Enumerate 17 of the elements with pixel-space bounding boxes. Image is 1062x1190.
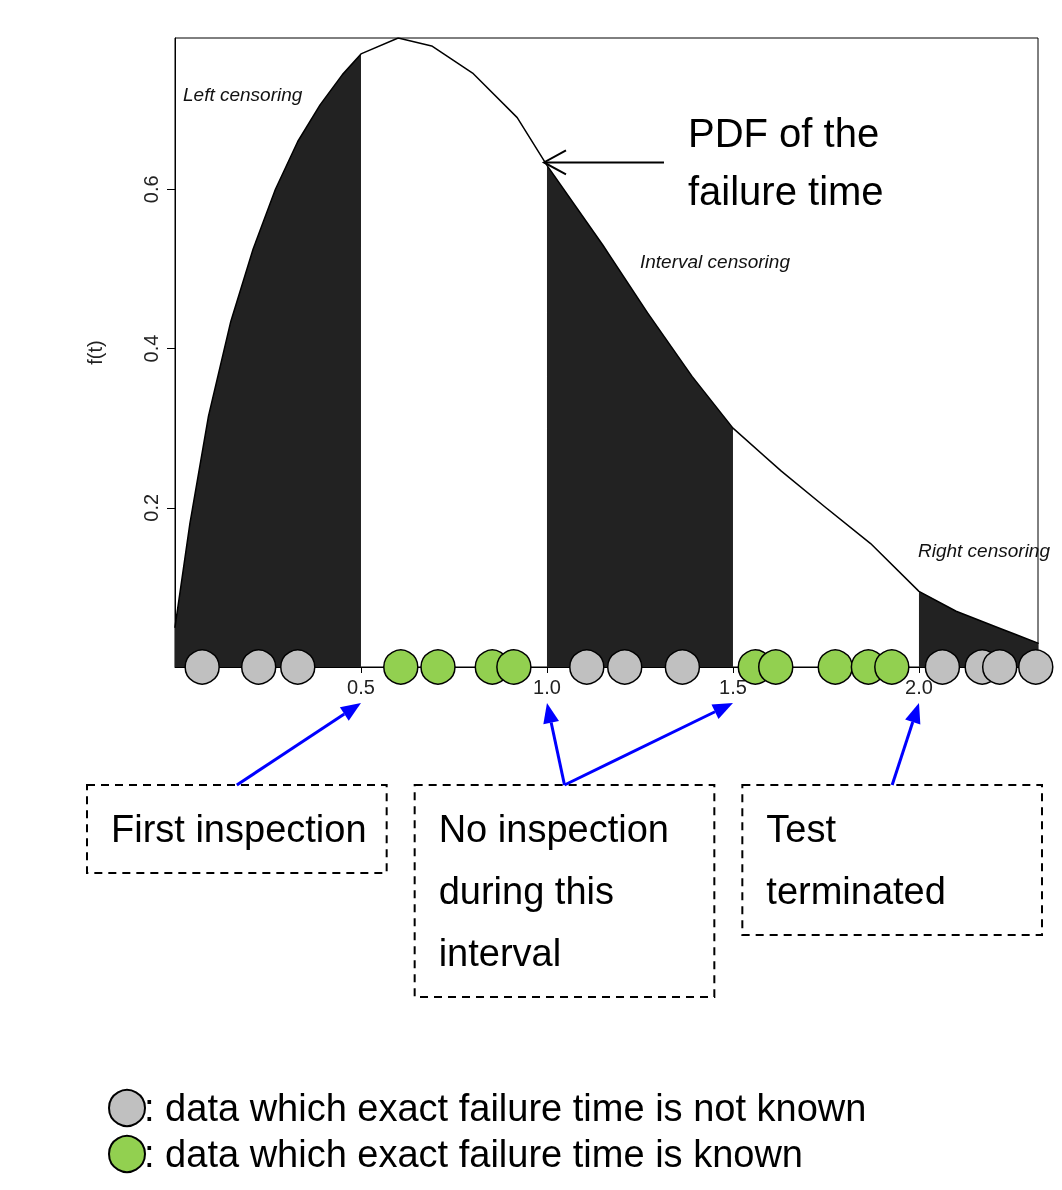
x-tick-label: 1.0 [533,676,561,698]
legend-label: : data which exact failure time is known [144,1133,803,1175]
legend-label: : data which exact failure time is not known [144,1087,867,1129]
series-label: Interval censoring [639,250,791,272]
x-tick-label: 0.5 [347,676,375,698]
series-label: Right censoring [917,539,1051,561]
x-tick-label: 1.5 [719,676,747,698]
text: Test terminated [766,808,946,912]
y-tick-label: 0.6 [140,175,162,204]
text: No inspection during this interval [438,808,669,974]
annotation: PDF of the failure time [687,111,884,214]
x-tick-label: 2.0 [905,676,933,698]
text: First inspection [111,808,367,850]
y-tick-label: 0.4 [140,334,162,363]
y-axis-title: f(t) [84,340,106,365]
series-label: Left censoring [183,83,303,105]
y-tick-label: 0.2 [140,493,162,522]
